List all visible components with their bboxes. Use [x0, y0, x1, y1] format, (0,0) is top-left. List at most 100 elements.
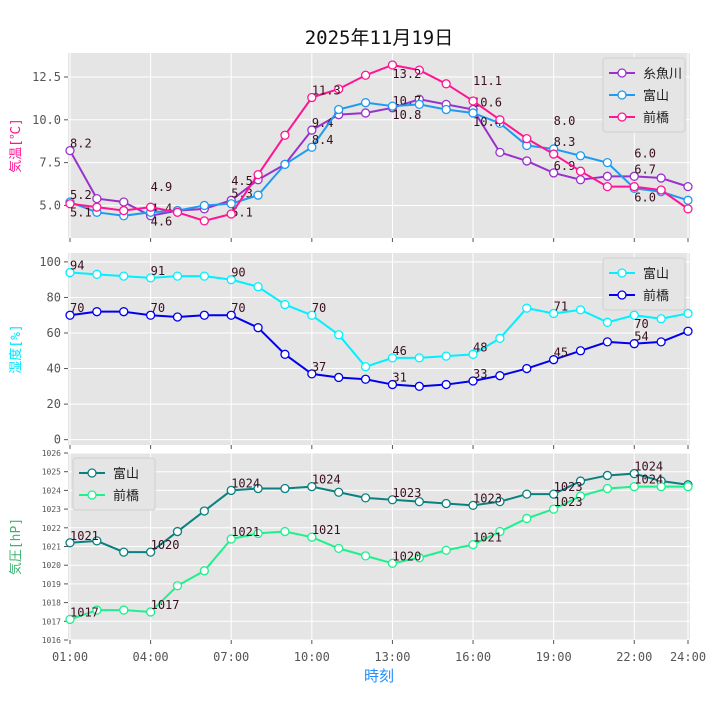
legend-label: 糸魚川: [643, 67, 682, 82]
data-point: [656, 482, 666, 492]
data-point: [119, 197, 129, 207]
data-label: 9.4: [312, 116, 334, 130]
data-point: [495, 333, 505, 343]
data-label: 1024: [231, 476, 260, 490]
data-point: [334, 543, 344, 554]
data-point: [360, 374, 371, 384]
data-label: 5.1: [231, 206, 253, 220]
data-point: [629, 181, 639, 192]
data-point: [199, 310, 209, 320]
data-point: [683, 326, 693, 336]
legend-label: 富山: [643, 88, 669, 104]
data-point: [656, 173, 666, 183]
data-point: [522, 513, 532, 524]
data-point: [522, 133, 532, 144]
data-point: [119, 547, 129, 557]
data-point: [575, 346, 586, 356]
data-point: [360, 98, 371, 108]
data-label: 8.4: [312, 133, 334, 147]
data-point: [441, 351, 451, 361]
data-point: [549, 168, 559, 178]
legend-marker: [87, 490, 97, 500]
data-label: 1023: [554, 480, 583, 494]
data-label: 1023: [473, 491, 502, 505]
data-point: [495, 496, 505, 507]
data-point: [280, 349, 290, 359]
data-point: [334, 104, 344, 115]
y-tick-label: 0: [54, 433, 61, 447]
data-point: [253, 323, 263, 333]
data-label: 4.5: [231, 174, 253, 188]
data-label: 5.1: [70, 206, 92, 220]
data-point: [280, 299, 290, 310]
data-label: 46: [392, 344, 406, 358]
data-point: [468, 96, 478, 106]
data-point: [199, 216, 209, 226]
data-point: [65, 538, 75, 548]
data-label: 10.4: [473, 115, 502, 129]
data-point: [92, 307, 102, 317]
data-point: [226, 209, 236, 219]
data-label: 1021: [231, 525, 260, 539]
data-label: 94: [70, 259, 84, 273]
data-point: [307, 532, 317, 542]
data-point: [575, 166, 586, 176]
plot-background: [68, 53, 690, 238]
data-point: [280, 159, 290, 169]
data-point: [683, 181, 693, 192]
data-point: [414, 65, 424, 75]
data-point: [119, 205, 129, 216]
y-tick-label: 1020: [42, 561, 61, 570]
data-label: 6.0: [634, 190, 656, 204]
data-point: [253, 282, 263, 292]
data-point: [307, 310, 317, 320]
data-label: 6.7: [634, 162, 656, 176]
x-tick-label: 04:00: [133, 650, 169, 664]
data-label: 54: [634, 330, 648, 344]
data-point: [145, 202, 156, 212]
y-axis-label: 気温[℃]: [8, 118, 24, 173]
data-label: 8.3: [554, 135, 576, 149]
data-label: 91: [151, 264, 165, 278]
data-label: 10.8: [392, 108, 421, 122]
data-point: [656, 337, 666, 347]
data-point: [334, 84, 344, 94]
x-tick-label: 07:00: [213, 650, 249, 664]
data-point: [602, 157, 613, 168]
data-point: [65, 614, 75, 625]
data-point: [360, 108, 371, 118]
data-point: [307, 142, 317, 152]
data-point: [145, 607, 156, 617]
data-point: [334, 372, 344, 383]
data-label: 33: [473, 367, 487, 381]
x-tick-label: 16:00: [455, 650, 491, 664]
data-point: [387, 379, 398, 390]
humidity-panel: 0 20 40 60 80 100 湿度[%] 94 91 90 70 46 48 71 70 70 70 70 3…: [8, 253, 693, 449]
data-point: [226, 310, 236, 320]
x-tick-label: 19:00: [536, 650, 572, 664]
legend-label: 富山: [643, 266, 669, 282]
data-point: [522, 489, 532, 499]
data-point: [65, 199, 75, 209]
data-point: [602, 317, 613, 327]
x-tick-label: 24:00: [670, 650, 706, 664]
y-tick-label: 1023: [42, 505, 61, 514]
x-tick-label: 01:00: [52, 650, 88, 664]
data-point: [602, 483, 613, 494]
data-point: [307, 482, 317, 492]
data-point: [495, 371, 505, 381]
data-point: [360, 70, 371, 80]
y-tick-label: 7.5: [39, 156, 61, 170]
legend-marker: [87, 468, 97, 478]
data-point: [92, 605, 102, 615]
data-point: [92, 269, 102, 279]
temperature-panel: 5.07.510.012.5気温[℃] 8.24.45.39.410.7 10.66…: [8, 53, 693, 242]
data-point: [602, 171, 613, 181]
data-point: [629, 171, 639, 181]
data-label: 5.2: [70, 188, 92, 202]
data-point: [549, 308, 559, 319]
data-label: 31: [392, 371, 406, 385]
data-label: 70: [231, 301, 245, 315]
